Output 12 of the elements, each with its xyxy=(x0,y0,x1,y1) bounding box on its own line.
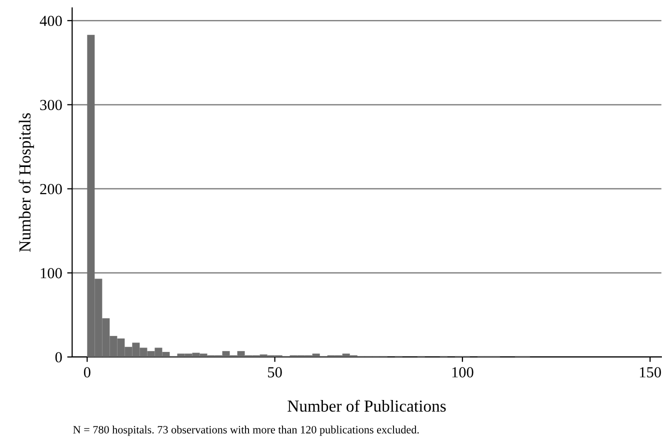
x-tick-label: 150 xyxy=(640,367,661,378)
y-tick-label: 0 xyxy=(55,352,62,362)
y-tick-label: 100 xyxy=(40,268,62,278)
x-tick-label: 50 xyxy=(268,367,282,378)
y-tick-label: 400 xyxy=(40,16,62,26)
text: N = 780 hospitals. 73 observations with more than 120 publications excluded. xyxy=(73,426,419,436)
y-axis-title: Number of Hospitals xyxy=(18,113,34,252)
x-axis-title: Number of Publications xyxy=(288,400,446,412)
y-tick-label: 200 xyxy=(40,184,62,194)
y-tick-label: 300 xyxy=(40,100,62,110)
x-tick-label: 0 xyxy=(84,367,90,378)
x-tick-label: 100 xyxy=(452,367,474,378)
